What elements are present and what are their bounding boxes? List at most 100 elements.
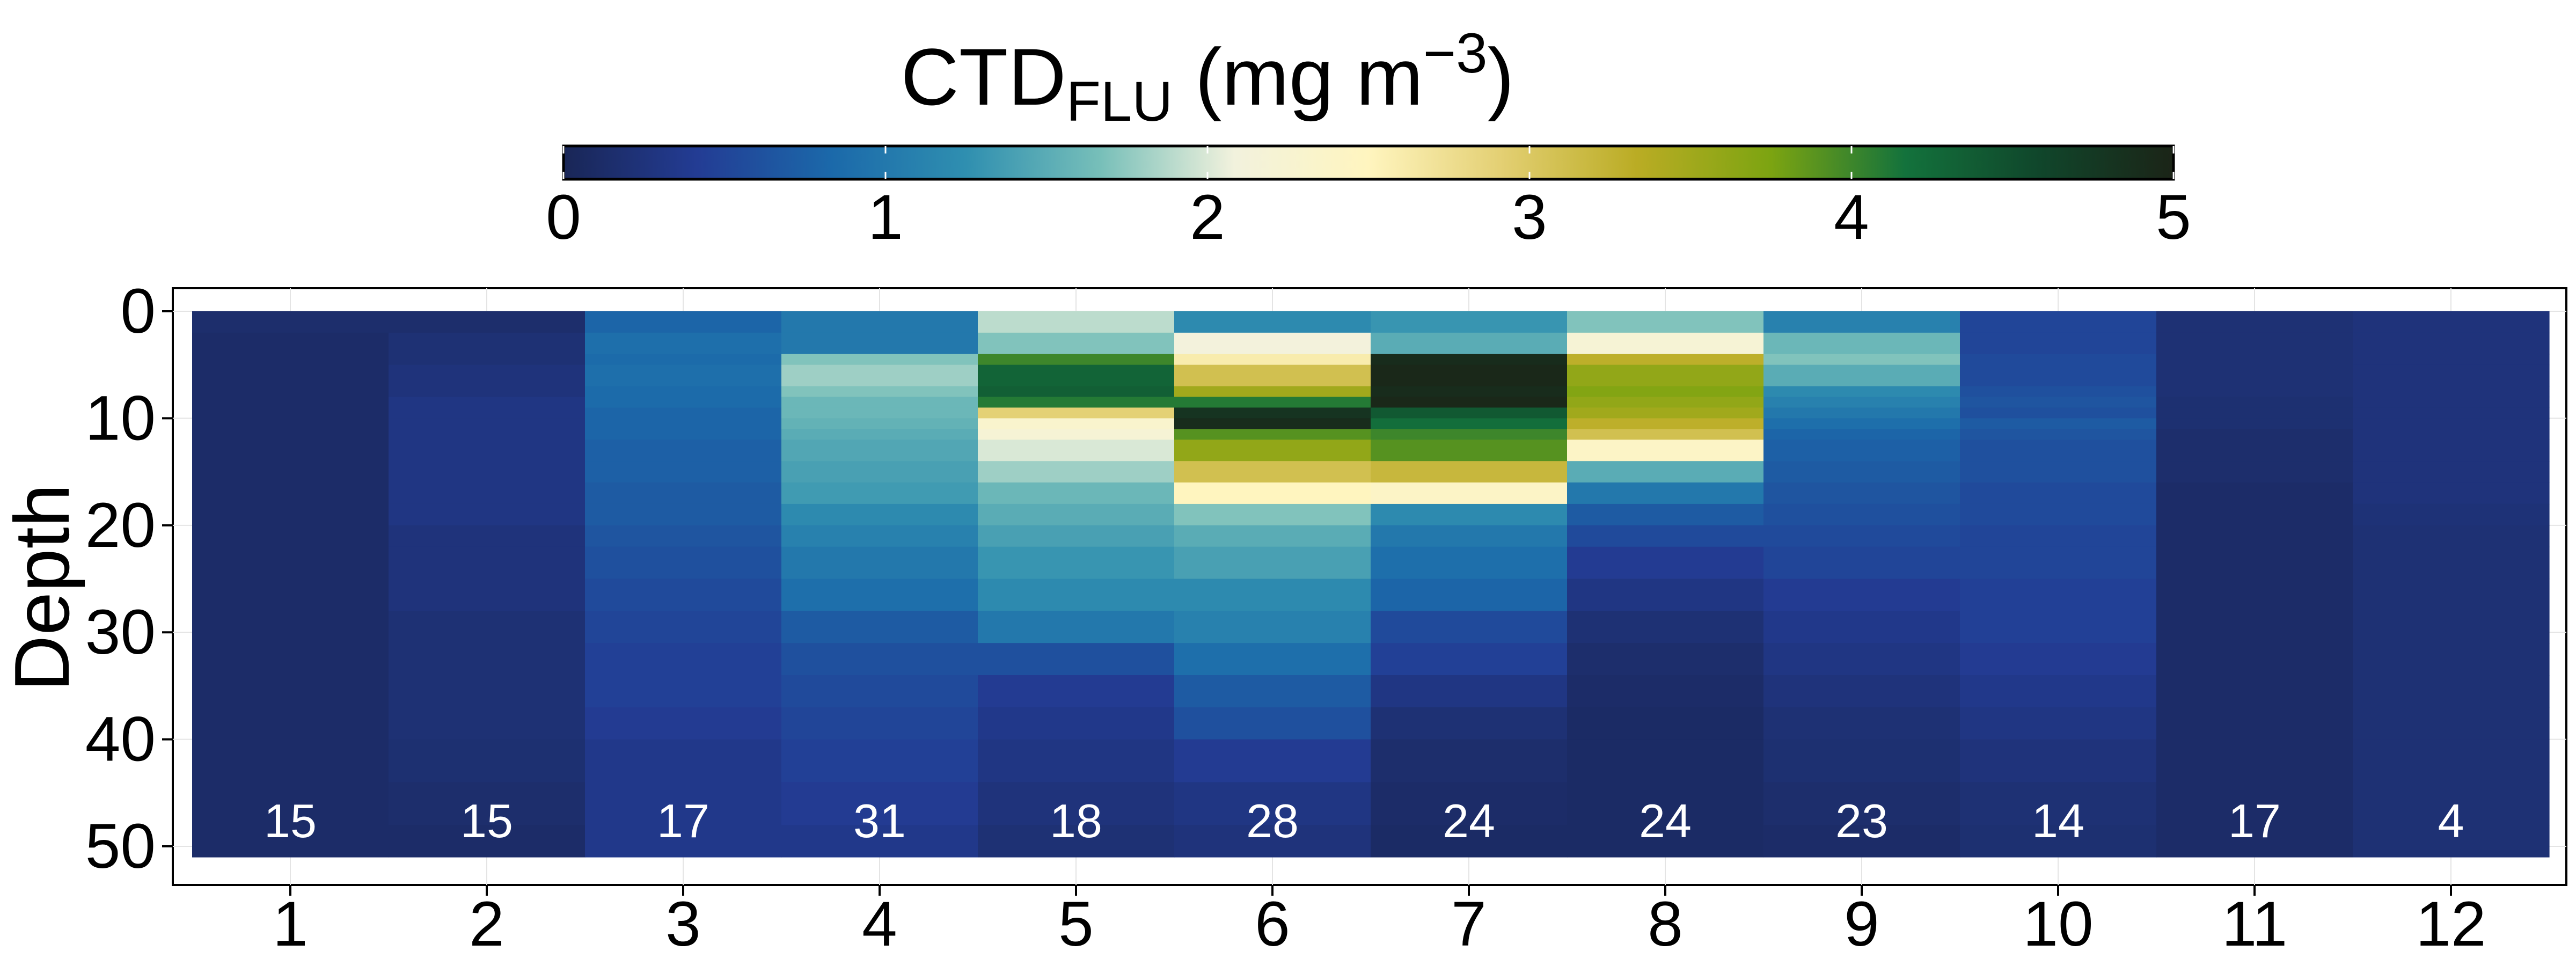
heatmap-cell (1960, 354, 2157, 365)
heatmap-cell (2156, 643, 2353, 676)
heatmap-cell (389, 825, 586, 858)
heatmap-cell (1174, 611, 1371, 643)
heatmap-cell (2156, 407, 2353, 419)
heatmap-cell (1960, 503, 2157, 526)
station-count-label: 24 (1639, 794, 1692, 847)
heatmap-cell (389, 782, 586, 825)
heatmap-cell (585, 332, 782, 355)
heatmap-cell (2353, 675, 2550, 708)
heatmap-cell (1371, 397, 1568, 408)
heatmap-cell (2156, 482, 2353, 504)
heatmap-cell (389, 579, 586, 611)
heatmap-cell (1371, 503, 1568, 526)
heatmap-cell (389, 311, 586, 333)
heatmap-cell (1371, 407, 1568, 419)
heatmap-cell (192, 525, 389, 547)
heatmap-cell (1960, 429, 2157, 440)
colorbar-tick-label: 5 (2156, 182, 2191, 253)
y-tick-label: 50 (85, 811, 156, 882)
heatmap-cell (1174, 675, 1371, 708)
heatmap-cell (1763, 579, 1960, 611)
heatmap-cell (1371, 429, 1568, 440)
y-tick-label: 20 (85, 490, 156, 561)
heatmap-cell (1174, 397, 1371, 408)
heatmap-cell (2353, 503, 2550, 526)
colorbar-tick-label: 4 (1834, 182, 1869, 253)
heatmap-cell (1763, 675, 1960, 708)
colorbar-title-main: CTD (901, 32, 1066, 122)
heatmap-cell (389, 354, 586, 365)
heatmap-cell (1960, 311, 2157, 333)
heatmap-cell (2156, 675, 2353, 708)
colorbar-title-end: ) (1488, 32, 1514, 122)
heatmap-cell (585, 611, 782, 643)
heatmap-cell (1371, 461, 1568, 483)
heatmap-cell (585, 461, 782, 483)
y-tick-label: 30 (85, 597, 156, 668)
x-tick-label: 7 (1451, 889, 1487, 960)
heatmap-cell (1567, 825, 1764, 858)
heatmap-cell (781, 546, 978, 580)
heatmap-cell (1763, 386, 1960, 398)
heatmap-cell (978, 707, 1175, 740)
station-count-label: 18 (1050, 794, 1102, 847)
heatmap-cell (192, 440, 389, 462)
heatmap-cell (1960, 440, 2157, 462)
heatmap-cell (2156, 397, 2353, 408)
heatmap-cell (585, 386, 782, 398)
station-count-label: 17 (2228, 794, 2281, 847)
heatmap-cell (192, 332, 389, 355)
colorbar-title-subscript: FLU (1066, 70, 1173, 133)
heatmap-cell (389, 386, 586, 398)
heatmap-cell (1371, 579, 1568, 611)
x-tick-label: 8 (1648, 889, 1683, 960)
heatmap-cell (978, 440, 1175, 462)
heatmap-cell (2156, 546, 2353, 580)
heatmap-cell (192, 482, 389, 504)
heatmap-cell (2156, 386, 2353, 398)
heatmap-cell (192, 739, 389, 783)
heatmap-cell (389, 643, 586, 676)
heatmap-cell (1960, 579, 2157, 611)
x-tick-label: 5 (1058, 889, 1094, 960)
heatmap-cell (2353, 418, 2550, 429)
heatmap-cell (1174, 579, 1371, 611)
heatmap-cell (1567, 461, 1764, 483)
station-counts: 15 15 17 31 18 28 24 24 23 14 17 4 (264, 794, 2464, 847)
heatmap-cell (585, 503, 782, 526)
heatmap-cell (192, 418, 389, 429)
heatmap-cell (1371, 825, 1568, 858)
heatmap-cell (2156, 611, 2353, 643)
x-tick-label: 3 (665, 889, 701, 960)
heatmap-cell (2353, 364, 2550, 387)
heatmap-cell (1567, 611, 1764, 643)
heatmap-cell (1567, 675, 1764, 708)
colorbar-tick-label: 2 (1190, 182, 1225, 253)
heatmap-cell (389, 611, 586, 643)
heatmap-cell (781, 461, 978, 483)
heatmap-cell (1174, 739, 1371, 783)
heatmap-cell (1567, 739, 1764, 783)
heatmap-cell (2156, 503, 2353, 526)
heatmap-cell (1567, 418, 1764, 429)
heatmap-cell (978, 332, 1175, 355)
heatmap-cell (978, 407, 1175, 419)
heatmap-cell (1174, 782, 1371, 825)
heatmap-cell (781, 611, 978, 643)
heatmap-cell (2353, 429, 2550, 440)
heatmap-cell (781, 482, 978, 504)
heatmap-cell (1371, 546, 1568, 580)
heatmap-cell (1763, 643, 1960, 676)
heatmap-cell (1763, 739, 1960, 783)
colorbar-tick-label: 3 (1512, 182, 1547, 253)
station-count-label: 23 (1835, 794, 1888, 847)
heatmap-cell (1763, 611, 1960, 643)
heatmap-cell (1174, 311, 1371, 333)
station-count-label: 14 (2032, 794, 2084, 847)
heatmap-cell (1763, 407, 1960, 419)
station-count-label: 15 (460, 794, 513, 847)
heatmap-cell (781, 386, 978, 398)
heatmap-cell (781, 503, 978, 526)
heatmap-cell (192, 825, 389, 858)
